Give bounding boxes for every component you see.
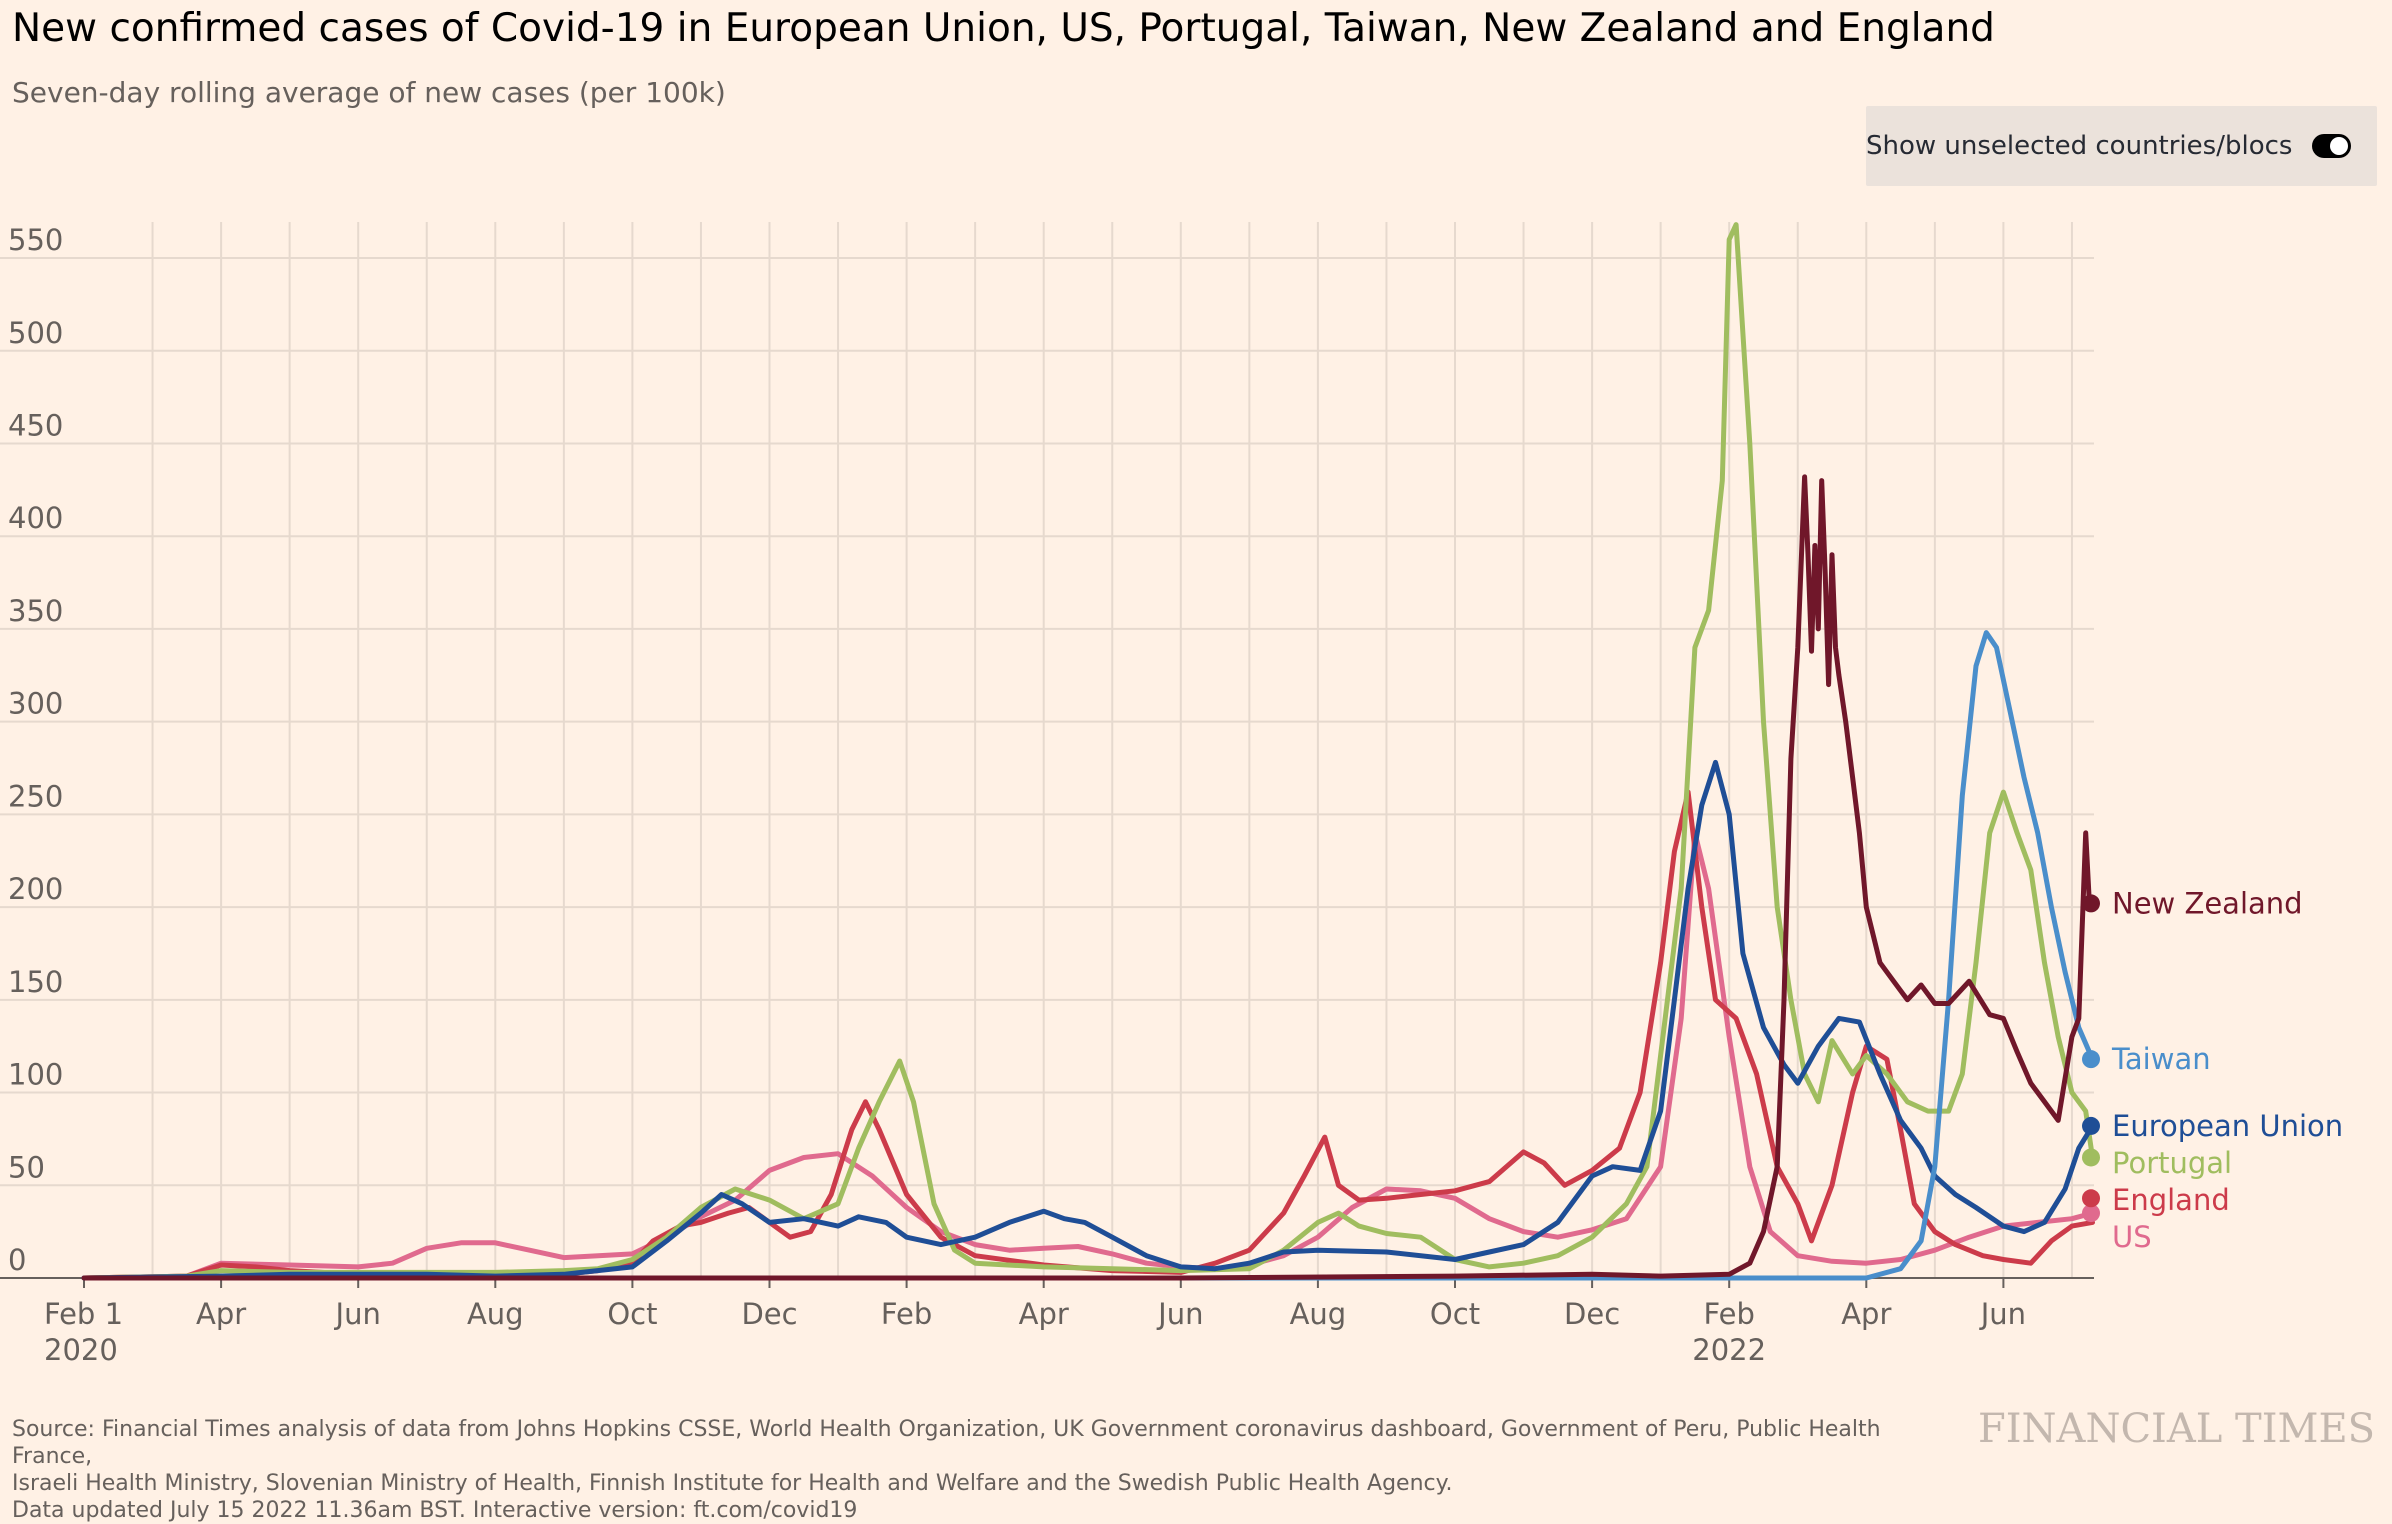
toggle-knob [2330,137,2348,155]
y-tick-label: 100 [8,1058,63,1092]
y-tick-label: 0 [8,1243,26,1277]
y-tick-label: 200 [8,872,63,906]
x-tick-label: Apr [1841,1297,1891,1331]
y-tick-label: 50 [8,1150,45,1184]
series-label-us: US [2112,1220,2152,1254]
x-tick-label: Dec [1564,1297,1620,1331]
series-label-taiwan: Taiwan [2111,1042,2211,1076]
chart-title: New confirmed cases of Covid-19 in Europ… [12,6,1995,51]
ft-logo: FINANCIAL TIMES [1978,1406,2376,1452]
x-tick-label: Apr [1019,1297,1069,1331]
source-line-3: Data updated July 15 2022 11.36am BST. I… [12,1498,858,1523]
series-line-england [81,789,2095,1281]
series-end-dot-us [2082,1204,2100,1223]
series-line-us [81,830,2095,1281]
y-tick-label: 500 [8,316,63,350]
toggle-label: Show unselected countries/blocs [1866,131,2293,161]
x-tick-label: Jun [1156,1297,1203,1331]
x-tick-label: Feb [881,1297,932,1331]
chart-subtitle: Seven-day rolling average of new cases (… [12,76,726,109]
x-tick-label: Apr [196,1297,246,1331]
x-tick-label: Jun [1979,1297,2026,1331]
series-line-new-zealand [81,474,2095,1281]
series-end-dot-taiwan [2082,1050,2100,1069]
y-tick-label: 450 [8,408,63,442]
x-tick-label: Feb 1 [44,1297,123,1331]
y-tick-label: 550 [8,223,63,257]
series-end-dot-england [2082,1189,2100,1208]
show-unselected-toggle-panel[interactable]: Show unselected countries/blocs [1866,106,2377,186]
y-tick-label: 350 [8,594,63,628]
series-end-dot-portugal [2082,1148,2100,1167]
y-tick-label: 300 [8,687,63,721]
series-end-dot-european-union [2082,1116,2100,1135]
series-line-taiwan [81,630,2095,1281]
source-note: Source: Financial Times analysis of data… [12,1416,1952,1524]
series-label-portugal: Portugal [2112,1146,2232,1180]
x-tick-label: Oct [1430,1297,1480,1331]
x-tick-label: Aug [467,1297,524,1331]
x-tick-year-label: 2020 [44,1333,118,1367]
x-tick-label: Feb [1704,1297,1755,1331]
y-tick-label: 250 [8,779,63,813]
x-tick-label: Jun [334,1297,381,1331]
x-tick-year-label: 2022 [1692,1333,1766,1367]
series-label-england: England [2112,1183,2230,1217]
x-tick-label: Dec [741,1297,797,1331]
series-line-european-union [81,759,2095,1281]
series-label-new-zealand: New Zealand [2112,886,2303,920]
source-line-2: Israeli Health Ministry, Slovenian Minis… [12,1471,1453,1496]
series-label-european-union: European Union [2112,1109,2343,1143]
x-tick-label: Aug [1290,1297,1347,1331]
x-tick-label: Oct [607,1297,657,1331]
y-tick-label: 150 [8,965,63,999]
toggle-switch[interactable] [2312,134,2351,158]
source-line-1: Source: Financial Times analysis of data… [12,1417,1881,1469]
y-tick-label: 400 [8,501,63,535]
series-end-dot-new-zealand [2082,894,2100,913]
